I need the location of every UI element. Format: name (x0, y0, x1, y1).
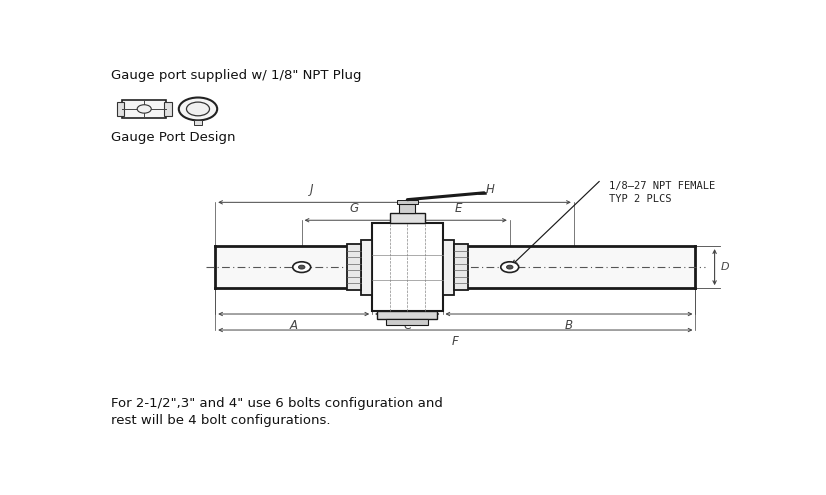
Bar (193, 120, 202, 125)
Circle shape (298, 265, 305, 269)
Bar (397, 199, 418, 204)
Text: For 2-1/2",3" and 4" use 6 bolts configuration and: For 2-1/2",3" and 4" use 6 bolts configu… (111, 396, 443, 410)
Bar (122, 100, 166, 118)
Text: 1/8–27 NPT FEMALE
TYP 2 PLCS: 1/8–27 NPT FEMALE TYP 2 PLCS (609, 181, 715, 204)
Text: rest will be 4 bolt configurations.: rest will be 4 bolt configurations. (111, 414, 330, 427)
Bar (377, 311, 437, 319)
Text: A: A (290, 319, 297, 332)
Bar (443, 240, 454, 295)
Bar (361, 240, 372, 295)
Circle shape (506, 265, 513, 269)
Text: G: G (350, 202, 359, 215)
Circle shape (292, 262, 311, 272)
Bar (372, 223, 443, 311)
Bar (347, 244, 361, 290)
Bar (116, 102, 125, 116)
Bar (390, 213, 425, 223)
Bar (164, 102, 172, 116)
Circle shape (187, 102, 210, 116)
Circle shape (137, 105, 151, 113)
Text: J: J (310, 183, 313, 196)
Bar (387, 319, 428, 325)
Text: F: F (452, 335, 458, 348)
Circle shape (178, 98, 217, 120)
Text: B: B (565, 319, 573, 332)
Bar (216, 246, 695, 288)
Text: Gauge Port Design: Gauge Port Design (111, 131, 235, 144)
Bar (400, 204, 415, 213)
Text: E: E (455, 202, 463, 215)
Bar (454, 244, 468, 290)
Text: Gauge port supplied w/ 1/8" NPT Plug: Gauge port supplied w/ 1/8" NPT Plug (111, 69, 362, 82)
Text: H: H (487, 183, 495, 196)
Text: D: D (721, 262, 729, 272)
Circle shape (501, 262, 519, 272)
Text: C: C (403, 319, 411, 332)
